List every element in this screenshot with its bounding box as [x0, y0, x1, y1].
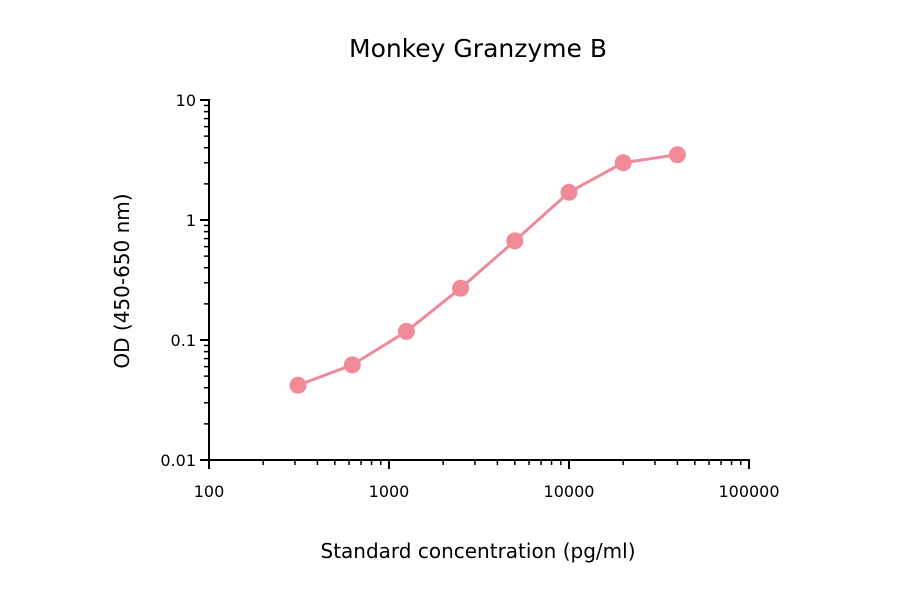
y-tick-label: 0.1: [171, 331, 196, 350]
plot-area: 100 1000 10000 100000 0.01 0.1 1 10: [160, 91, 779, 501]
y-axis-label: OD (450-650 nm): [110, 193, 134, 368]
y-axis: 0.01 0.1 1 10: [160, 91, 210, 470]
series-line: [297, 153, 678, 387]
series-layer: [289, 146, 686, 394]
data-point: [289, 376, 307, 394]
x-tick-label: 100: [194, 482, 225, 501]
y-tick-label: 1: [186, 211, 196, 230]
data-point: [506, 232, 524, 250]
data-point: [668, 146, 686, 164]
x-tick-label: 10000: [544, 482, 595, 501]
x-axis-label: Standard concentration (pg/ml): [321, 539, 636, 563]
x-axis: 100 1000 10000 100000: [194, 459, 780, 501]
y-tick-label: 10: [176, 91, 196, 110]
data-point: [452, 279, 470, 297]
x-tick-label: 1000: [369, 482, 410, 501]
chart-title: Monkey Granzyme B: [349, 34, 607, 63]
data-point: [343, 356, 361, 374]
y-tick-label: 0.01: [160, 451, 196, 470]
data-point: [560, 183, 578, 201]
data-point: [614, 154, 632, 172]
x-tick-label: 100000: [718, 482, 779, 501]
data-point: [397, 322, 415, 340]
